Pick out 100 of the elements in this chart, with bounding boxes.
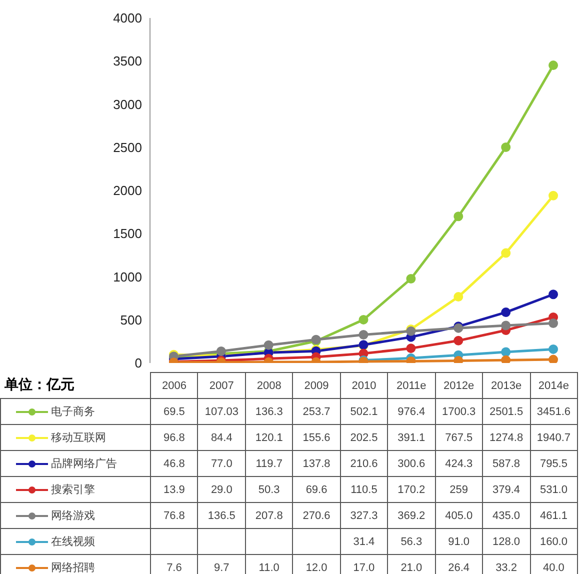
data-label: 76.8	[150, 502, 198, 528]
data-label: 270.6	[292, 502, 340, 528]
point	[548, 60, 558, 70]
data-label: 207.8	[245, 502, 293, 528]
point	[548, 318, 558, 328]
data-label: 502.1	[340, 398, 388, 424]
point	[454, 356, 464, 363]
data-label: 11.0	[245, 554, 293, 574]
data-label: 84.4	[198, 424, 246, 450]
data-label: 795.5	[530, 450, 578, 476]
legend-label: 网络游戏	[51, 508, 95, 523]
data-label: 91.0	[435, 528, 483, 554]
data-label: 379.4	[482, 476, 530, 502]
y-tick-label: 2000	[113, 183, 142, 198]
x-tick-label: 2007	[198, 372, 246, 398]
point	[548, 290, 558, 300]
y-tick-label: 1000	[113, 269, 142, 284]
data-label: 2501.5	[482, 398, 530, 424]
data-label: 33.2	[482, 554, 530, 574]
point	[548, 190, 558, 200]
data-label: 69.5	[150, 398, 198, 424]
x-tick-label: 2006	[150, 372, 198, 398]
x-tick-label: 2013e	[482, 372, 530, 398]
legend-label: 品牌网络广告	[51, 456, 117, 471]
data-label: 21.0	[388, 554, 436, 574]
data-label: 587.8	[482, 450, 530, 476]
data-label: 128.0	[482, 528, 530, 554]
point	[501, 248, 511, 258]
data-label: 77.0	[198, 450, 246, 476]
data-label: 31.4	[340, 528, 388, 554]
data-label: 119.7	[245, 450, 293, 476]
point	[548, 354, 558, 363]
data-label: 461.1	[530, 502, 578, 528]
data-label: 976.4	[388, 398, 436, 424]
data-label: 1700.3	[435, 398, 483, 424]
data-label: 50.3	[245, 476, 293, 502]
point	[454, 292, 464, 302]
point	[501, 142, 511, 152]
y-tick-label: 1500	[113, 226, 142, 242]
data-label: 69.6	[292, 476, 340, 502]
point	[501, 355, 511, 363]
data-label: 170.2	[388, 476, 436, 502]
point	[358, 330, 368, 340]
data-label: 7.6	[150, 554, 198, 574]
x-tick-label: 2010	[340, 372, 388, 398]
legend-label: 在线视频	[51, 534, 95, 549]
data-label: 3451.6	[530, 398, 578, 424]
data-label: 531.0	[530, 476, 578, 502]
x-tick-label: 2008	[245, 372, 293, 398]
y-tick-label: 3000	[113, 96, 142, 112]
data-label: 155.6	[292, 424, 340, 450]
y-tick-label: 4000	[113, 10, 142, 26]
point	[548, 344, 558, 354]
x-tick-label: 2014e	[530, 372, 578, 398]
data-label: 300.6	[388, 450, 436, 476]
data-label: 13.9	[150, 476, 198, 502]
point	[406, 274, 416, 284]
data-label: 29.0	[198, 476, 246, 502]
legend-label: 移动互联网	[51, 430, 106, 445]
data-label: 136.5	[198, 502, 246, 528]
data-label: 17.0	[340, 554, 388, 574]
legend-label: 网络招聘	[51, 560, 95, 574]
data-label: 202.5	[340, 424, 388, 450]
y-tick-label: 3500	[113, 54, 142, 69]
data-label: 107.03	[198, 398, 246, 424]
data-label: 40.0	[530, 554, 578, 574]
data-label: 9.7	[198, 554, 246, 574]
y-tick-label: 500	[120, 312, 142, 328]
data-label: 56.3	[388, 528, 436, 554]
data-label: 259	[435, 476, 483, 502]
point	[216, 346, 226, 356]
data-label: 424.3	[435, 450, 483, 476]
x-tick-label: 2012e	[435, 372, 483, 398]
point	[358, 314, 368, 324]
legend-label: 搜索引擎	[51, 482, 95, 497]
data-label: 1274.8	[482, 424, 530, 450]
data-label: 12.0	[292, 554, 340, 574]
data-label: 110.5	[340, 476, 388, 502]
data-label: 137.8	[292, 450, 340, 476]
data-label: 767.5	[435, 424, 483, 450]
point	[454, 336, 464, 346]
data-label: 26.4	[435, 554, 483, 574]
data-label: 391.1	[388, 424, 436, 450]
data-label: 136.3	[245, 398, 293, 424]
x-tick-label: 2009	[292, 372, 340, 398]
data-label: 435.0	[482, 502, 530, 528]
y-tick-label: 2500	[113, 140, 142, 155]
data-label: 46.8	[150, 450, 198, 476]
data-label: 253.7	[292, 398, 340, 424]
data-label: 369.2	[388, 502, 436, 528]
point	[501, 347, 511, 357]
point	[264, 340, 274, 350]
data-label: 1940.7	[530, 424, 578, 450]
point	[454, 212, 464, 222]
text: 单位：亿元	[4, 377, 74, 394]
data-label: 160.0	[530, 528, 578, 554]
point	[501, 320, 511, 330]
point	[406, 344, 416, 354]
y-tick-label: 0	[134, 356, 142, 371]
data-label: 120.1	[245, 424, 293, 450]
